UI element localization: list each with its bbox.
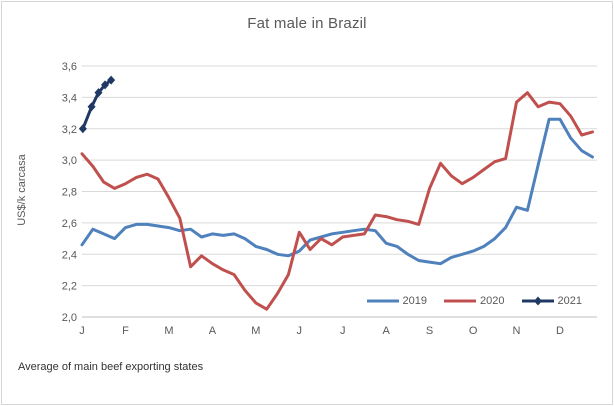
legend-label-2020: 2020 [480,295,505,307]
x-tick-label: D [556,325,564,337]
y-tick-label: 2,0 [62,312,77,324]
x-tick-label: J [340,325,346,337]
series-marker-2021 [101,80,110,90]
y-axis-title: US$/k carcasa [16,154,28,226]
x-tick-label: J [297,325,303,337]
legend-item-2021: 2021 [521,295,582,307]
series-line-2021 [81,78,113,131]
y-tick-label: 3,2 [62,124,77,136]
legend-swatch-2021 [521,296,554,306]
chart-footnote: Average of main beef exporting states [18,361,204,373]
series-line-2020 [80,91,594,311]
legend-swatch-2020 [444,299,477,303]
x-tick-label: M [251,325,260,337]
legend-label-2019: 2019 [402,295,428,307]
legend-marker-2021 [533,296,542,306]
legend-swatch-2019 [366,299,399,303]
legend: 2019 2020 2021 [2,295,582,307]
y-tick-label: 3,6 [62,61,77,73]
series-marker-2021 [94,88,103,98]
y-tick-label: 3,4 [62,92,77,104]
series-marker-2021 [87,102,96,112]
series-line-2019 [80,117,594,266]
chart-title: Fat male in Brazil [247,15,367,32]
x-tick-label: J [79,325,85,337]
series-marker-2021 [107,75,116,85]
x-tick-label: O [469,325,478,337]
x-tick-label: F [122,325,129,337]
x-tick-label: S [426,325,433,337]
x-tick-label: M [164,325,173,337]
x-tick-label: N [513,325,521,337]
y-tick-label: 3,0 [62,155,77,167]
series-marker-2021 [78,124,87,134]
y-tick-label: 2,2 [62,281,77,293]
legend-label-2021: 2021 [557,295,582,307]
legend-item-2019: 2019 [366,295,427,307]
legend-item-2020: 2020 [443,295,505,307]
y-tick-label: 2,6 [62,218,77,230]
x-tick-label: A [383,325,391,337]
y-tick-label: 2,4 [62,249,77,261]
y-tick-label: 2,8 [62,187,77,199]
x-tick-label: A [209,325,217,337]
